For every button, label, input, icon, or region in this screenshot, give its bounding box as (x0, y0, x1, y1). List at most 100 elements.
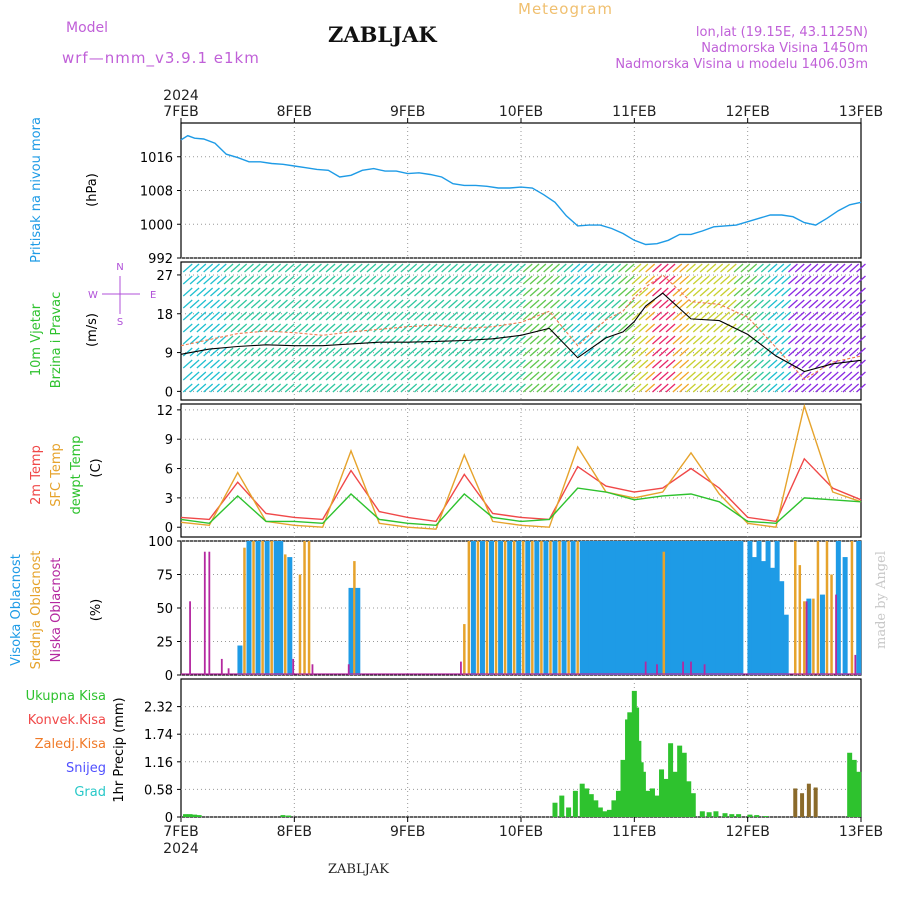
wind-barb (420, 299, 431, 309)
wind-barb (495, 263, 506, 273)
wind-barb (495, 275, 506, 285)
wind-barb (305, 371, 316, 381)
wind-barb (611, 275, 622, 285)
wind-barb (767, 287, 778, 297)
wind-barb (325, 287, 336, 297)
wind-barb (733, 263, 744, 273)
precip-bar-total (668, 743, 674, 817)
wind-barb (652, 299, 662, 309)
wind-barb (210, 359, 220, 369)
wind-barb (767, 275, 778, 285)
wind-barb (495, 347, 506, 357)
wind-barb (332, 335, 343, 345)
cloud-bar-low (805, 601, 808, 675)
wind-barb (257, 371, 268, 381)
cloud-bar-high (819, 594, 825, 675)
cloud-bar-mid (503, 541, 507, 675)
wind-barb (597, 311, 608, 321)
wind-barb (577, 335, 588, 345)
wind-barb (461, 371, 472, 381)
wind-barb (699, 311, 710, 321)
wind-barb (468, 347, 479, 357)
cloud-bar-mid (284, 554, 287, 675)
wind-barb (216, 383, 227, 393)
wind-barb (434, 323, 445, 333)
wind-barb (618, 371, 628, 381)
wind-barb (597, 275, 608, 285)
wind-barb (849, 323, 860, 333)
wind-barb (427, 275, 438, 285)
wind-barb (339, 347, 350, 357)
wind-barb (665, 299, 676, 309)
wind-barb (638, 347, 649, 357)
wind-barb (230, 347, 241, 357)
wind-barb (658, 359, 669, 369)
wind-barb (305, 287, 316, 297)
wind-barb (672, 299, 683, 309)
wind-barb (332, 287, 343, 297)
cloud-bar-high (593, 541, 599, 675)
wind-barb (740, 347, 751, 357)
wind-barb (638, 275, 649, 285)
wind-barb (624, 275, 635, 285)
wind-barb (434, 275, 445, 285)
wind-barb (706, 311, 717, 321)
cloud-axis-title-2: Srednja Oblacnost (29, 551, 44, 670)
wind-barb (325, 371, 336, 381)
wind-barb (359, 299, 370, 309)
wind-barb (454, 287, 465, 297)
wind-barb (454, 311, 465, 321)
wind-barb (352, 335, 363, 345)
precip-bar-total (663, 778, 669, 817)
wind-barb (754, 287, 764, 297)
wind-barb (284, 371, 295, 381)
wind-barb (210, 287, 220, 297)
wind-barb (312, 359, 322, 369)
precip-bar-total (856, 771, 862, 817)
wind-barb (386, 287, 397, 297)
wind-barb (393, 311, 404, 321)
wind-barb (672, 287, 683, 297)
wind-barb (706, 383, 717, 393)
cloud-bar-mid (522, 541, 525, 675)
precip-bar-total (286, 815, 292, 817)
wind-barb (454, 347, 465, 357)
wind-barb (624, 287, 635, 297)
wind-barb (420, 287, 431, 297)
wind-barb (203, 299, 214, 309)
wind-barb (828, 347, 839, 357)
wind-barb (713, 311, 724, 321)
wind-barb (570, 383, 581, 393)
wind-barb (645, 359, 656, 369)
wind-barb (448, 263, 458, 273)
wind-barb (754, 335, 764, 345)
precip-bar-total (187, 814, 193, 817)
wind-barb (781, 371, 792, 381)
precip-bar-total (559, 795, 565, 817)
precip-bar-total (681, 752, 687, 817)
wind-barb (706, 323, 717, 333)
wind-barb (781, 323, 792, 333)
wind-barb (332, 323, 343, 333)
wind-barb (720, 287, 730, 297)
wind-barb (441, 371, 452, 381)
wind-barb (604, 335, 615, 345)
wind-barb (794, 287, 805, 297)
precip-bar-total (686, 781, 692, 817)
x-tick-bottom: 10FEB (499, 824, 543, 840)
wind-barb (706, 347, 717, 357)
wind-barb (427, 263, 438, 273)
wind-barb (550, 359, 560, 369)
wind-barb (291, 347, 302, 357)
precip-axis-title: 1hr Precip (mm) (112, 697, 127, 802)
wind-barb (638, 299, 649, 309)
credit-watermark: made by Angel (874, 551, 889, 649)
wind-barb (196, 371, 207, 381)
wind-barb (774, 371, 785, 381)
wind-barb (529, 323, 540, 333)
wind-barb (380, 371, 390, 381)
wind-barb (461, 299, 472, 309)
wind-barb (577, 275, 588, 285)
cloud-bar-high (697, 541, 703, 675)
wind-barb (196, 311, 207, 321)
